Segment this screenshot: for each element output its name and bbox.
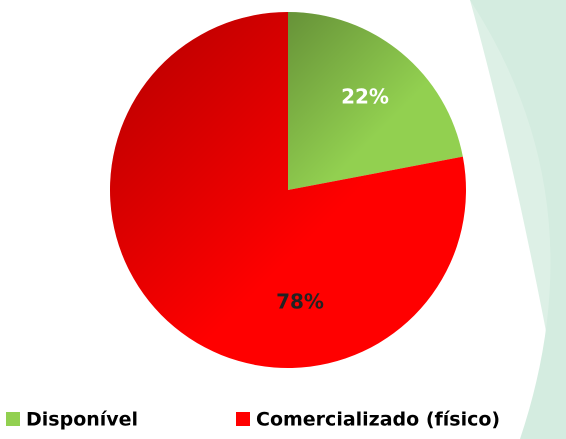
legend-swatch [6,412,20,426]
slice-shade [288,12,463,190]
legend-swatch [236,412,250,426]
legend-label: Disponível [26,409,138,431]
background-shape [470,0,566,439]
data-labels: 22% 78% [276,85,389,314]
pie [109,12,467,368]
data-label: 78% [276,290,324,314]
legend-label: Comercializado (físico) [256,409,500,431]
slice-shade [109,12,467,368]
data-label: 22% [341,85,389,109]
legend: Disponível Comercializado (físico) [6,409,500,431]
